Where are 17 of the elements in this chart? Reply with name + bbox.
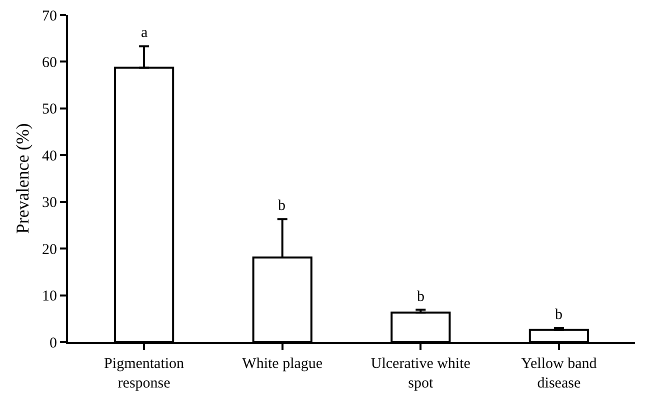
x-tick-label: Yellow band disease: [521, 356, 598, 392]
y-tick-label: 60: [42, 54, 57, 71]
annotation: b: [278, 198, 286, 214]
y-tick-label: 30: [42, 195, 57, 212]
y-axis-title: Prevalence (%): [12, 123, 33, 234]
y-tick-label: 0: [50, 335, 57, 352]
x-tick-label: Ulcerative white spot: [370, 356, 471, 392]
annotation: b: [417, 289, 424, 305]
x-tick-label: White plague: [242, 356, 323, 372]
y-tick-label: 20: [42, 242, 57, 258]
y-tick-label: 40: [42, 148, 57, 164]
y-tick-label: 50: [42, 102, 57, 118]
annotation: a: [141, 25, 148, 41]
x-tick-label: Pigmentation response: [104, 356, 185, 392]
y-tick-label: 10: [42, 288, 57, 305]
y-tick-label: 70: [42, 8, 57, 24]
annotation: b: [555, 307, 562, 323]
